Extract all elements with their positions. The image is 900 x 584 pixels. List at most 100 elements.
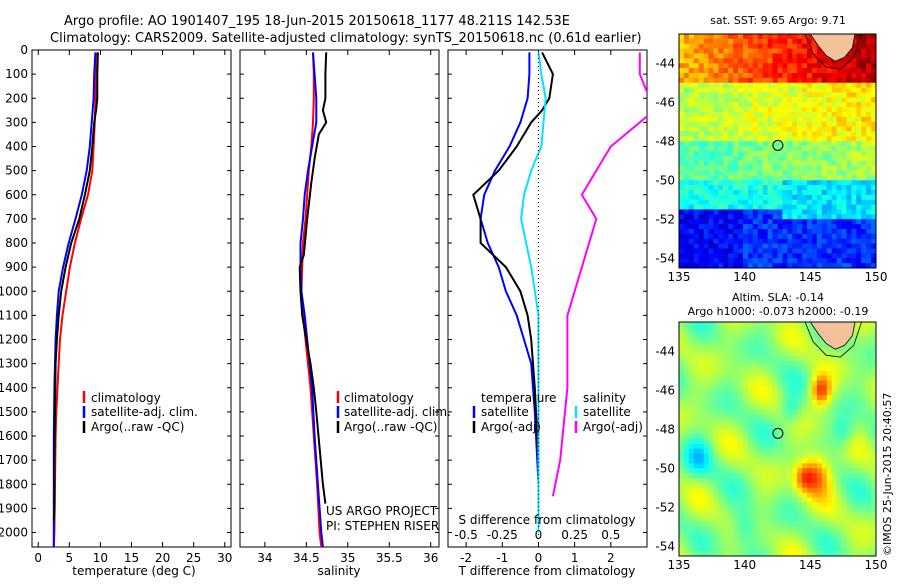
map-cell — [713, 87, 719, 93]
map-cell — [821, 141, 828, 147]
map-cell — [723, 385, 729, 391]
map-cell — [811, 541, 818, 547]
map-cell — [683, 404, 690, 411]
map-cell — [856, 68, 862, 74]
map-cell — [861, 73, 867, 79]
map-cell — [866, 502, 872, 508]
map-cell — [851, 121, 857, 128]
map-cell — [723, 478, 729, 484]
map-cell — [762, 424, 769, 430]
map-cell — [792, 82, 798, 89]
map-cell — [723, 194, 729, 201]
map-cell — [703, 400, 709, 406]
map-cell — [718, 443, 724, 450]
map-cell — [757, 478, 764, 484]
map-cell — [802, 448, 808, 455]
map-cell — [866, 77, 872, 84]
map-cell — [807, 180, 813, 186]
map-cell — [816, 258, 823, 264]
map-cell — [831, 146, 837, 152]
map-cell — [851, 185, 857, 191]
map-cell — [762, 82, 769, 89]
map-cell — [851, 77, 857, 84]
map-cell — [797, 131, 803, 137]
y-tick-label: 1400 — [0, 381, 28, 395]
map-cell — [738, 414, 744, 420]
map-cell — [836, 87, 842, 93]
map-cell — [821, 458, 828, 464]
map-cell — [782, 351, 788, 357]
map-cell — [747, 482, 754, 489]
map-cell — [866, 238, 872, 245]
map-cell — [679, 478, 685, 484]
map-cell — [871, 243, 877, 249]
map-cell — [782, 151, 788, 157]
map-cell — [841, 453, 847, 459]
map-cell — [851, 526, 857, 533]
map-cell — [846, 229, 852, 235]
map-cell — [713, 502, 719, 508]
map-cell — [856, 404, 862, 411]
map-cell — [752, 175, 759, 181]
map-cell — [811, 507, 818, 513]
map-cell — [861, 112, 867, 118]
map-cell — [718, 531, 724, 537]
map-cell — [866, 468, 872, 474]
map-cell — [802, 170, 808, 176]
y-tick-label: 0 — [20, 43, 28, 57]
map-cell — [816, 502, 823, 508]
map-cell — [757, 409, 764, 416]
map-cell — [826, 58, 833, 64]
map-cell — [787, 531, 793, 537]
map-cell — [821, 190, 828, 196]
map-cell — [821, 361, 828, 367]
map-cell — [831, 82, 837, 89]
map-cell — [836, 375, 842, 381]
map-cell — [797, 229, 803, 235]
map-cell — [802, 82, 808, 89]
map-cell — [723, 258, 729, 264]
map-cell — [802, 112, 808, 118]
map-cell — [782, 492, 788, 498]
map-cell — [708, 409, 714, 416]
map-cell — [777, 160, 783, 167]
map-cell — [851, 375, 857, 381]
map-cell — [866, 151, 872, 157]
map-cell — [787, 58, 793, 64]
map-cell — [743, 102, 749, 108]
map-cell — [703, 390, 709, 396]
map-cell — [802, 243, 808, 249]
map-cell — [836, 68, 842, 74]
map-cell — [772, 219, 778, 225]
map-cell — [836, 453, 842, 459]
map-cell — [698, 541, 705, 547]
map-cell — [851, 68, 857, 74]
map-cell — [836, 63, 842, 69]
map-cell — [718, 146, 724, 152]
map-cell — [787, 361, 793, 367]
map-cell — [871, 497, 877, 503]
map-cell — [846, 434, 852, 440]
map-cell — [797, 404, 803, 411]
map-cell — [861, 87, 867, 93]
map-cell — [807, 424, 813, 430]
map-cell — [733, 507, 739, 513]
map-cell — [708, 204, 714, 210]
map-cell — [772, 116, 778, 123]
map-cell — [821, 482, 828, 489]
x-tick-label: 36 — [423, 551, 438, 565]
map-cell — [757, 219, 764, 225]
map-cell — [871, 263, 877, 269]
map-cell — [802, 434, 808, 440]
map-cell — [841, 482, 847, 489]
sla-map — [679, 321, 877, 557]
map-cell — [802, 322, 808, 328]
map-cell — [757, 58, 764, 64]
map-cell — [693, 209, 700, 215]
map-cell — [733, 385, 739, 391]
map-cell — [782, 102, 788, 108]
map-cell — [718, 253, 724, 259]
map-cell — [693, 248, 700, 254]
map-cell — [683, 351, 690, 357]
map-cell — [703, 112, 709, 118]
